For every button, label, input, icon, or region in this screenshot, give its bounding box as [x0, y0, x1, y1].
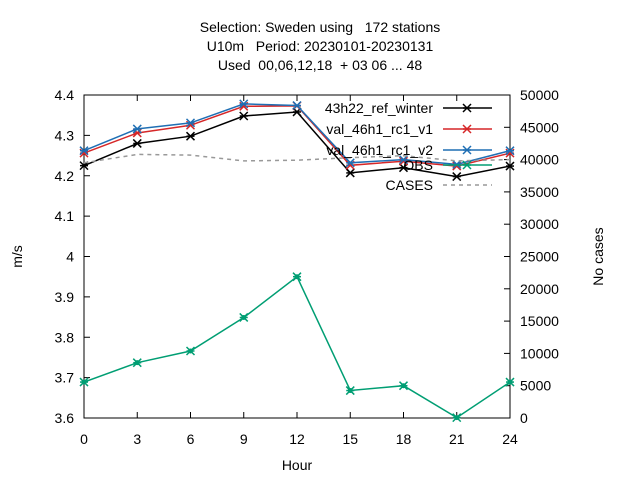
y2-tick-label: 40000: [520, 152, 559, 168]
x-tick-label: 12: [289, 431, 305, 447]
legend-marker-val_46h1_rc1_v2: [462, 145, 472, 155]
series-line-43h22_ref_winter: [83, 111, 511, 178]
legend-label-val_46h1_rc1_v2: val_46h1_rc1_v2: [326, 142, 433, 158]
data-point-val_46h1_rc1_v2: [292, 100, 302, 111]
data-point-dot-OBS: [401, 383, 406, 389]
y2-tick-label: 50000: [520, 87, 559, 103]
y-tick-label: 4.4: [55, 87, 75, 103]
legend-marker-OBS: [462, 160, 472, 170]
data-point-dot-OBS: [241, 314, 247, 320]
legend-label-OBS: OBS: [403, 157, 433, 173]
y-tick-label: 4.2: [55, 168, 75, 184]
data-point-dot-OBS: [347, 388, 353, 394]
y-tick-label: 3.8: [55, 329, 75, 345]
data-point-43h22_ref_winter: [505, 161, 515, 171]
data-point-43h22_ref_winter: [185, 131, 196, 141]
y-axis-label: m/s: [9, 245, 25, 268]
data-point-43h22_ref_winter: [452, 172, 462, 182]
title-line-3: Used 00,06,12,18 + 03 06 ... 48: [217, 57, 423, 73]
data-point-dot-OBS: [134, 360, 140, 366]
legend-marker-43h22_ref_winter: [462, 103, 472, 113]
data-point-43h22_ref_winter: [345, 168, 355, 178]
data-point-val_46h1_rc1_v2: [345, 158, 355, 168]
y-tick-label: 3.7: [55, 370, 75, 386]
y2-tick-label: 30000: [520, 216, 559, 232]
y-tick-label: 4.1: [55, 208, 75, 224]
y2-tick-label: 0: [520, 410, 528, 426]
data-point-val_46h1_rc1_v2: [505, 146, 515, 156]
data-point-dot-OBS: [188, 348, 193, 354]
data-point-43h22_ref_winter: [398, 163, 409, 173]
data-point-val_46h1_rc1_v2: [185, 118, 196, 128]
y2-tick-label: 5000: [520, 378, 551, 394]
y2-tick-label: 25000: [520, 249, 559, 265]
data-point-dot-OBS: [507, 379, 513, 385]
title-line-1: Selection: Sweden using 172 stations: [199, 19, 441, 35]
title-line-2: U10m Period: 20230101-20230131: [206, 38, 434, 54]
x-tick-label: 6: [187, 431, 195, 447]
legend-label-val_46h1_rc1_v1: val_46h1_rc1_v1: [326, 121, 433, 137]
data-point-val_46h1_rc1_v2: [239, 99, 249, 109]
data-point-dot-OBS: [294, 274, 300, 280]
data-point-dot-OBS: [81, 379, 87, 385]
series-line-val_46h1_rc1_v1: [83, 105, 511, 167]
x-tick-label: 9: [240, 431, 248, 447]
data-point-val_46h1_rc1_v2: [132, 124, 142, 134]
y-tick-label: 3.9: [55, 289, 75, 305]
y2-axis-label: No cases: [590, 227, 606, 285]
data-point-43h22_ref_winter: [132, 138, 142, 148]
y2-tick-label: 45000: [520, 119, 559, 135]
y2-tick-label: 20000: [520, 281, 559, 297]
x-tick-label: 18: [396, 431, 412, 447]
series-line-CASES: [83, 153, 511, 164]
y2-tick-label: 15000: [520, 313, 559, 329]
x-tick-label: 15: [342, 431, 358, 447]
x-tick-label: 3: [133, 431, 141, 447]
legend-label-43h22_ref_winter: 43h22_ref_winter: [325, 100, 434, 116]
x-tick-label: 24: [502, 431, 518, 447]
x-axis-label: Hour: [282, 457, 313, 473]
legend-label-CASES: CASES: [386, 177, 433, 193]
plot-frame: [83, 94, 511, 419]
y-tick-label: 4.3: [55, 127, 75, 143]
series-line-OBS: [83, 275, 511, 419]
y-tick-label: 3.6: [55, 410, 75, 426]
data-point-val_46h1_rc1_v2: [398, 155, 409, 165]
x-tick-label: 21: [449, 431, 465, 447]
legend-marker-val_46h1_rc1_v1: [462, 124, 472, 134]
x-tick-label: 0: [80, 431, 88, 447]
data-point-dot-OBS: [454, 415, 460, 421]
data-point-val_46h1_rc1_v2: [79, 146, 89, 156]
y2-tick-label: 35000: [520, 184, 559, 200]
y-tick-label: 4: [66, 249, 74, 265]
data-point-43h22_ref_winter: [239, 111, 249, 121]
y2-tick-label: 10000: [520, 345, 559, 361]
